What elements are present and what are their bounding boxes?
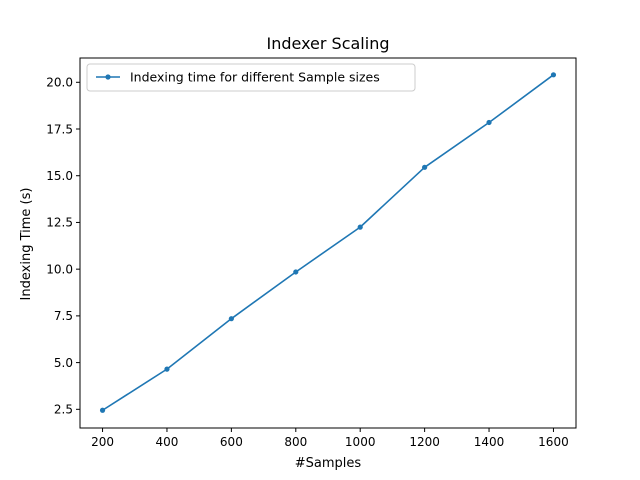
data-point [422, 164, 428, 170]
x-tick-label: 200 [91, 435, 114, 449]
y-axis-label: Indexing Time (s) [19, 188, 34, 301]
axes-frame [79, 57, 577, 429]
data-point [293, 269, 299, 275]
x-axis: 200 400 600 800 1000 1200 1400 1600 [91, 428, 569, 449]
y-tick-label: 7.5 [54, 309, 73, 323]
data-point [228, 316, 234, 322]
y-tick-label: 2.5 [54, 403, 73, 417]
data-point [550, 72, 557, 78]
x-tick-label: 600 [220, 435, 243, 449]
x-tick-label: 1000 [345, 435, 376, 449]
legend-label: Indexing time for different Sample sizes [130, 70, 380, 85]
legend-swatch-marker [105, 74, 111, 80]
y-axis: 2.5 5.0 7.5 10.0 12.5 15.0 17.5 20.0 [46, 76, 80, 417]
series-layer [99, 72, 557, 413]
y-tick-label: 20.0 [46, 76, 73, 90]
x-tick-label: 400 [156, 435, 179, 449]
chart-title: Indexer Scaling [266, 34, 389, 53]
x-tick-label: 1200 [409, 435, 440, 449]
x-axis-label: #Samples [295, 456, 362, 471]
plot-area [79, 57, 577, 429]
x-tick-label: 800 [284, 435, 307, 449]
legend-box [86, 63, 416, 92]
data-point [486, 119, 492, 126]
y-tick-label: 17.5 [46, 122, 73, 136]
y-tick-label: 15.0 [46, 169, 73, 183]
x-tick-label: 1400 [474, 435, 505, 449]
data-point [164, 366, 170, 372]
series-line [102, 74, 554, 411]
y-tick-label: 12.5 [46, 216, 73, 230]
data-point [99, 407, 106, 413]
y-tick-label: 5.0 [54, 356, 73, 370]
x-tick-label: 1600 [538, 435, 569, 449]
y-tick-label: 10.0 [46, 262, 73, 276]
data-point [357, 224, 363, 230]
legend: Indexing time for different Sample sizes [86, 63, 416, 92]
